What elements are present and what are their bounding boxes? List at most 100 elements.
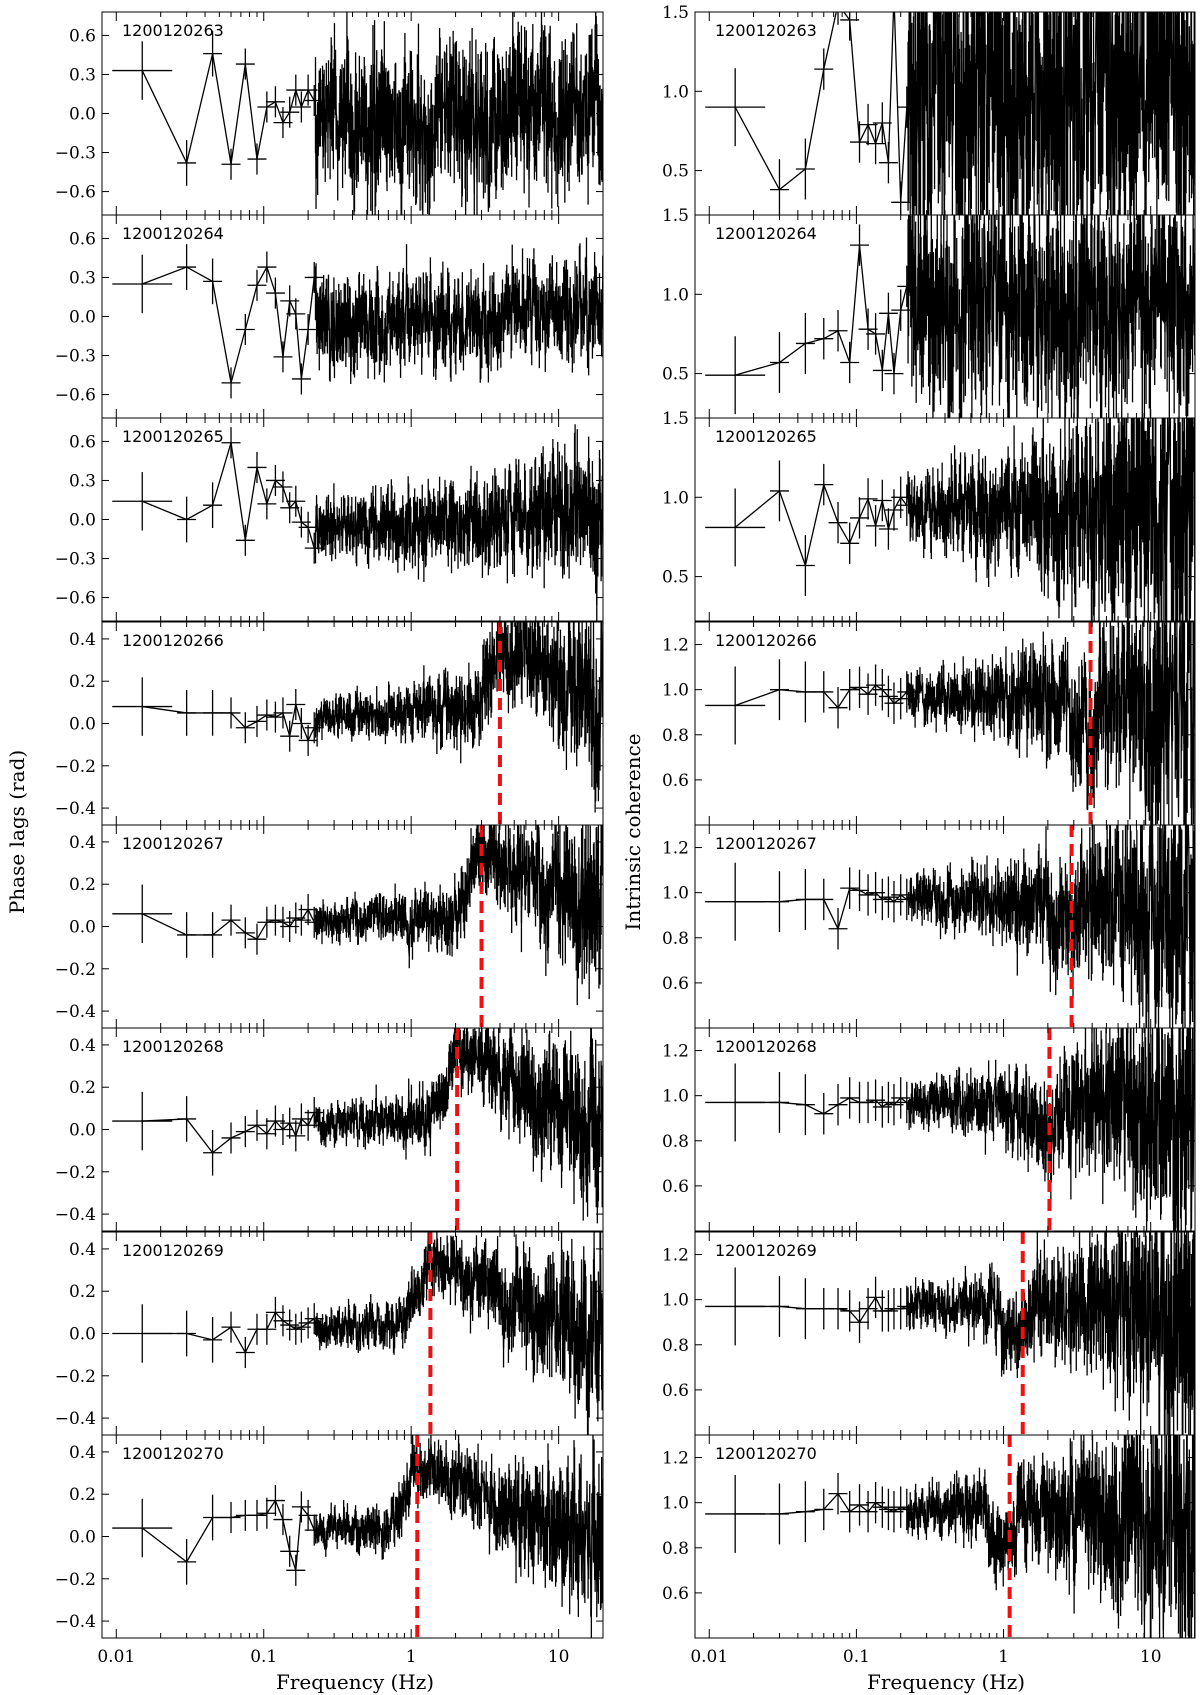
coherence-panel-1200120264: 1.5 1.0 0.5 1200120264 xyxy=(662,206,1196,419)
error-bars-continuum xyxy=(314,237,603,385)
phase-lag-panel-1200120267: 0.4 0.2 0.0 −0.2 −0.4 1200120267 xyxy=(55,824,604,1029)
error-bars-continuum xyxy=(314,424,603,621)
error-bars-continuum xyxy=(314,1232,603,1435)
error-bars-continuum xyxy=(907,622,1195,825)
obsid-label: 1200120266 xyxy=(122,631,224,650)
coherence-panel-1200120268: 1.2 1.0 0.8 0.6 1200120268 xyxy=(662,1027,1196,1232)
x-tick-label: 1 xyxy=(998,1647,1009,1667)
phase-lag-panel-1200120264: 0.6 0.3 0.0 −0.3 −0.6 1200120264 xyxy=(55,214,604,419)
y-tick-label: 0.0 xyxy=(69,1528,96,1548)
plot-area xyxy=(705,1435,1195,1638)
obsid-label: 1200120266 xyxy=(715,631,817,650)
y-tick-label: 1.5 xyxy=(662,409,689,429)
coherence-panel-1200120265: 1.5 1.0 0.5 1200120265 xyxy=(662,409,1196,622)
y-tick-label: 0.2 xyxy=(69,1485,96,1505)
error-bars-continuum xyxy=(907,1232,1195,1435)
y-tick-label: 0.2 xyxy=(69,1078,96,1098)
y-tick-label: 0.0 xyxy=(69,308,96,328)
y-tick-label: 1.0 xyxy=(662,82,689,102)
obsid-label: 1200120263 xyxy=(122,21,224,40)
y-tick-label: −0.2 xyxy=(55,757,96,777)
y-tick-label: −0.4 xyxy=(55,1002,96,1022)
series-line xyxy=(734,482,908,568)
coherence-panel-1200120269: 1.2 1.0 0.8 0.6 1200120269 xyxy=(662,1231,1196,1436)
y-tick-label: 0.0 xyxy=(69,1325,96,1345)
series-line xyxy=(142,442,315,549)
y-tick-label: 1.2 xyxy=(662,636,689,656)
series-line xyxy=(141,53,315,165)
x-tick-label: 1 xyxy=(406,1647,417,1667)
error-bars-continuum xyxy=(907,418,1195,621)
y-tick-label: 0.8 xyxy=(662,1336,689,1356)
x-tick-label: 10 xyxy=(548,1647,570,1667)
obsid-label: 1200120267 xyxy=(122,834,224,853)
y-tick-label: 1.0 xyxy=(662,1494,689,1514)
plot-area xyxy=(705,1232,1195,1435)
phase-lag-panel-1200120265: 0.6 0.3 0.0 −0.3 −0.6 1200120265 xyxy=(55,417,604,622)
plot-area xyxy=(705,215,1195,418)
obsid-label: 1200120270 xyxy=(715,1444,817,1463)
y-tick-label: 1.0 xyxy=(662,681,689,701)
obsid-label: 1200120264 xyxy=(122,224,224,243)
y-tick-label: 0.0 xyxy=(69,715,96,735)
coherence-panel-1200120263: 1.5 1.0 0.5 1200120263 xyxy=(662,3,1196,216)
error-bars-continuum xyxy=(314,825,603,1006)
y-tick-label: −0.6 xyxy=(55,589,96,609)
obsid-label: 1200120263 xyxy=(715,21,817,40)
series-line xyxy=(735,1296,908,1324)
obsid-label: 1200120267 xyxy=(715,834,817,853)
series-line xyxy=(142,1112,315,1154)
plot-area xyxy=(705,12,1195,215)
y-tick-label: −0.4 xyxy=(55,1409,96,1429)
y-tick-label: 1.0 xyxy=(662,884,689,904)
series-line xyxy=(735,1492,908,1515)
error-bars-continuum xyxy=(908,1028,1195,1231)
plot-area xyxy=(112,237,603,399)
y-tick-label: 1.2 xyxy=(662,1449,689,1469)
obsid-label: 1200120265 xyxy=(715,427,817,446)
y-tick-label: −0.6 xyxy=(55,183,96,203)
phase-lag-panel-1200120269: 0.4 0.2 0.0 −0.2 −0.4 1200120269 xyxy=(55,1231,604,1436)
y-tick-label: 1.2 xyxy=(662,1042,689,1062)
y-tick-label: 0.2 xyxy=(69,1282,96,1302)
y-tick-label: −0.3 xyxy=(55,144,96,164)
series-line xyxy=(734,245,908,376)
y-tick-label: 0.8 xyxy=(662,726,689,746)
series-line xyxy=(142,704,315,743)
coherence-panel-1200120270: 1.2 1.0 0.8 0.6 1200120270 0.01 0.1 1 10 xyxy=(662,1434,1196,1667)
left-ylabel: Phase lags (rad) xyxy=(5,750,29,914)
x-tick-label: 10 xyxy=(1140,1647,1162,1667)
plot-area xyxy=(705,418,1195,621)
y-tick-label: 1.5 xyxy=(662,3,689,23)
plot-area xyxy=(112,12,603,215)
plot-area xyxy=(112,825,603,1006)
y-tick-label: 0.6 xyxy=(662,1381,689,1401)
phase-lag-panel-1200120263: 0.6 0.3 0.0 −0.3 −0.6 1200120263 xyxy=(55,11,604,216)
y-tick-label: −0.6 xyxy=(55,386,96,406)
error-bars-continuum xyxy=(314,1435,603,1638)
y-tick-label: 0.4 xyxy=(69,1443,96,1463)
plot-area xyxy=(112,622,603,813)
obsid-label: 1200120264 xyxy=(715,224,817,243)
right-ylabel: Intrinsic coherence xyxy=(621,733,645,930)
x-tick-label: 0.1 xyxy=(250,1647,277,1667)
x-tick-label: 0.01 xyxy=(690,1647,728,1667)
y-tick-label: 0.5 xyxy=(662,365,689,385)
left-xlabel: Frequency (Hz) xyxy=(276,1670,434,1694)
plot-area xyxy=(112,424,603,621)
coherence-panel-1200120267: 1.2 1.0 0.8 0.6 1200120267 xyxy=(662,824,1196,1029)
error-bars-continuum xyxy=(907,1435,1195,1638)
y-tick-label: 0.0 xyxy=(69,511,96,531)
error-bars-continuum xyxy=(314,622,603,813)
plot-area xyxy=(112,1028,603,1224)
y-tick-label: 0.8 xyxy=(662,1539,689,1559)
series-line xyxy=(734,12,908,203)
y-tick-label: 1.0 xyxy=(662,285,689,305)
y-tick-label: 0.6 xyxy=(69,229,96,249)
y-tick-label: 0.5 xyxy=(662,568,689,588)
y-tick-label: 0.0 xyxy=(69,918,96,938)
y-tick-label: 1.0 xyxy=(662,488,689,508)
error-bars-continuum xyxy=(315,1028,603,1224)
plot-area xyxy=(705,1028,1195,1231)
y-tick-label: 0.4 xyxy=(69,1036,96,1056)
